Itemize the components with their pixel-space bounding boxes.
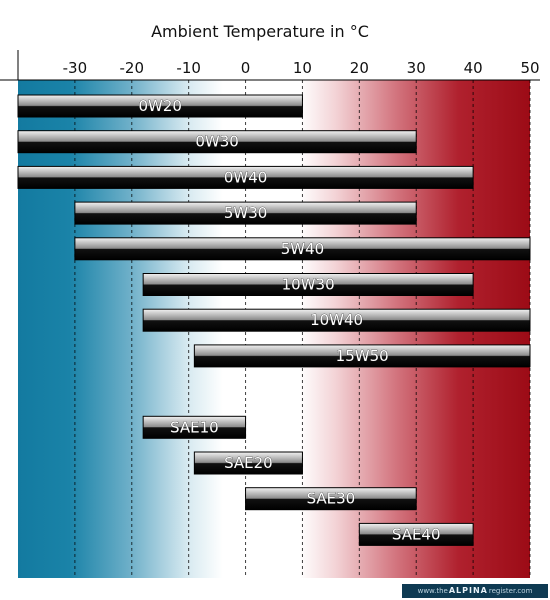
- range-bar-label: 0W40: [224, 168, 267, 186]
- range-bar-label: 0W20: [138, 97, 181, 115]
- site-watermark: www.the ALPINA register.com: [402, 584, 548, 598]
- range-bar-label: 15W50: [336, 347, 389, 365]
- range-bar-0w30: 0W30: [17, 130, 417, 154]
- x-tick-label: -20: [120, 59, 145, 77]
- range-bar-15w50: 15W50: [193, 344, 531, 368]
- range-bar-label: SAE20: [224, 454, 273, 472]
- range-bar-10w40: 10W40: [142, 308, 531, 332]
- range-bar: [74, 201, 417, 225]
- range-bars: 0W20 0W30 0W40 5W30 5W40 10W30 10W40 15W50 SAE10…: [17, 94, 531, 546]
- x-tick-label: -10: [176, 59, 201, 77]
- range-bar: [358, 522, 474, 546]
- range-bar: [245, 487, 417, 511]
- watermark-prefix: www.the: [417, 587, 448, 595]
- range-bar: [17, 94, 303, 118]
- range-bar: [142, 308, 531, 332]
- watermark-suffix: register.com: [488, 587, 533, 595]
- range-bar-label: SAE10: [170, 418, 219, 436]
- watermark-brand: ALPINA: [448, 586, 488, 595]
- range-bar-label: 0W30: [195, 133, 238, 151]
- x-tick-label: 40: [464, 59, 483, 77]
- x-axis-ticks: -30 -20 -10 0 10 20 30 40 50: [63, 59, 540, 77]
- range-bar-10w30: 10W30: [142, 273, 474, 296]
- range-bar-sae20: SAE20: [193, 451, 303, 475]
- range-bar-5w40: 5W40: [74, 237, 531, 261]
- range-bar-5w30: 5W30: [74, 201, 417, 225]
- range-bar-label: SAE30: [307, 490, 356, 508]
- range-bar-label: 5W40: [281, 240, 324, 258]
- range-bar-0w40: 0W40: [17, 165, 474, 189]
- x-tick-label: 50: [520, 59, 539, 77]
- x-tick-label: -30: [63, 59, 88, 77]
- range-bar: [142, 415, 247, 439]
- range-bar-sae30: SAE30: [245, 487, 417, 511]
- range-bar: [74, 237, 531, 261]
- chart-title: Ambient Temperature in °C: [151, 22, 369, 41]
- range-bar-label: 10W30: [282, 276, 335, 294]
- range-bar: [193, 344, 531, 368]
- range-bar: [193, 451, 303, 475]
- range-bar-label: 10W40: [310, 311, 363, 329]
- range-bar-label: SAE40: [392, 525, 441, 543]
- x-tick-label: 0: [241, 59, 251, 77]
- range-bar-sae40: SAE40: [358, 522, 474, 546]
- range-bar-0w20: 0W20: [17, 94, 303, 118]
- range-bar-label: 5W30: [224, 204, 267, 222]
- range-bar: [17, 130, 417, 154]
- x-tick-label: 30: [407, 59, 426, 77]
- range-bar-sae10: SAE10: [142, 415, 247, 439]
- x-tick-label: 20: [350, 59, 369, 77]
- range-bar: [142, 273, 474, 296]
- range-bar: [17, 165, 474, 189]
- x-tick-label: 10: [293, 59, 312, 77]
